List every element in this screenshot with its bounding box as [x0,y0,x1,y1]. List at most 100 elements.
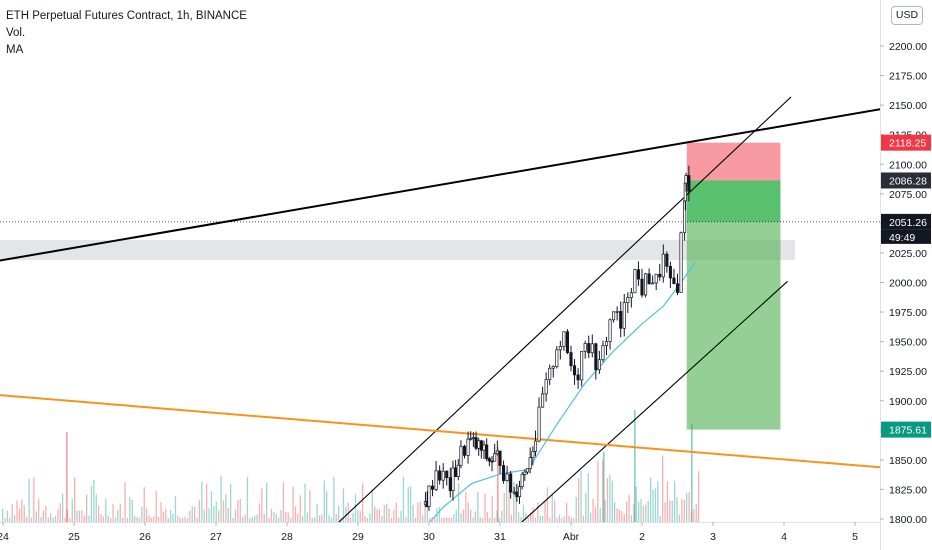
volume-bar [592,498,594,522]
volume-bar [378,508,381,522]
volume-bar [606,478,609,522]
candle [474,437,478,449]
volume-bar [393,509,395,522]
volume-bar [508,479,510,522]
volume-bar [626,501,628,522]
volume-bar [333,476,335,522]
candle [434,470,438,490]
volume-bar [513,481,515,522]
candle [487,458,491,462]
volume-bar [484,493,486,522]
volume-bar [26,517,28,522]
volume-bar [681,499,683,522]
price-tick-label: 2075.00 [889,189,927,201]
currency-button[interactable]: USD [891,6,923,25]
volume-bar [74,477,76,522]
volume-bar [9,517,11,522]
volume-bar [232,517,234,522]
time-tick-label: 4 [781,531,787,543]
volume-bar [603,452,605,522]
volume-bar [645,504,647,522]
volume-bar [321,514,323,522]
volume-bar [426,498,429,522]
volume-bar [654,488,657,522]
candle [643,273,648,296]
candle [469,438,473,440]
price-tick-label: 2200.00 [889,41,927,53]
time-tick-label: 25 [68,531,80,543]
volume-bar [227,508,229,522]
candle [517,486,522,498]
volume-bar [146,508,148,522]
volume-bar [90,485,93,522]
candle [427,485,431,507]
volume-bar [410,486,412,522]
volume-bar [59,503,61,522]
volume-bar [482,517,484,522]
price-tick-label: 2025.00 [889,248,927,260]
volume-bar [141,506,143,522]
volume-bar [422,514,424,522]
volume-bar [28,478,30,522]
volume-bar [95,494,97,522]
volume-indicator-label[interactable]: Vol. [6,27,26,39]
volume-bar [292,486,294,522]
volume-bar [86,494,88,522]
time-tick-label: 27 [210,531,222,543]
volume-bar [282,482,285,522]
volume-bar [143,487,145,522]
volume-bar [290,517,292,522]
volume-bar [309,490,311,522]
candle [502,465,506,481]
volume-bar [263,513,265,522]
volume-bar [467,502,469,522]
candle [601,345,605,361]
volume-bar [506,476,508,522]
volume-bar [237,500,239,522]
volume-bar [357,510,359,522]
moving-average-indicator-label[interactable]: MA [6,44,24,56]
volume-bar [239,498,241,522]
volume-bar [558,514,561,522]
volume-bar [78,510,81,522]
price-tick-label: 1975.00 [889,307,927,319]
candle [438,470,442,481]
volume-bar [609,474,611,522]
candle [569,352,573,367]
volume-bar [6,510,9,522]
entry-price-label-box [881,172,931,189]
candle [431,485,435,490]
volume-bar [400,510,402,522]
support-zone [0,239,795,261]
volume-bar [669,500,671,522]
price-tick-label: 1800.00 [889,514,927,526]
volume-bar [386,504,388,522]
volume-bar [671,500,673,522]
price-tick-label: 2175.00 [889,71,927,83]
volume-bar [462,509,465,522]
volume-bar [21,499,23,522]
volume-bar [657,481,659,522]
candle [520,473,524,488]
candle [441,470,445,481]
volume-bar [501,511,503,522]
volume-bar [323,480,325,522]
volume-bar [369,513,371,522]
volume-bar [249,517,251,522]
volume-bar [4,517,6,522]
volume-bar [318,515,321,522]
volume-bar [634,410,636,522]
stop-price-label: 2118.25 [889,138,926,150]
volume-bar [359,510,361,522]
volume-bar [153,516,155,522]
volume-bar [186,517,189,522]
volume-bar [285,511,287,522]
volume-bar [345,506,347,522]
volume-bar [261,488,263,522]
volume-bar [472,517,474,522]
trendline-1 [338,96,792,522]
volume-bar [616,508,618,522]
volume-bar [134,516,136,522]
volume-bar [198,499,201,522]
